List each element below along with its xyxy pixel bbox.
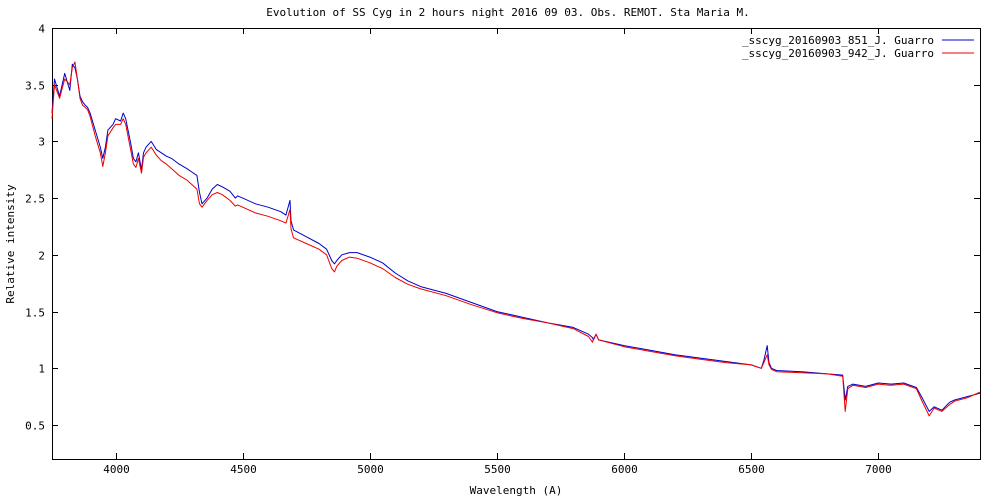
legend-label-2: _sscyg_20160903_942_J. Guarro [742, 47, 934, 60]
y-tick-label: 1 [38, 363, 45, 376]
x-tick-label: 6000 [611, 463, 638, 476]
y-tick-label: 4 [38, 23, 45, 36]
y-tick-label: 3 [38, 136, 45, 149]
x-tick-label: 5000 [357, 463, 384, 476]
y-axis-ticks: 0.5 1 1.5 2 2.5 3 3.5 4 [25, 23, 980, 433]
plot-frame [52, 28, 981, 460]
legend-label-1: _sscyg_20160903_851_J. Guarro [742, 34, 934, 47]
y-tick-label: 2 [38, 250, 45, 263]
y-tick-label: 1.5 [25, 307, 45, 320]
series-line-2 [51, 61, 981, 417]
x-axis-label: Wavelength (A) [470, 484, 563, 497]
x-tick-label: 6500 [738, 463, 765, 476]
chart-title: Evolution of SS Cyg in 2 hours night 201… [266, 6, 749, 19]
x-tick-label: 5500 [484, 463, 511, 476]
y-axis-label: Relative intensity [4, 184, 17, 304]
y-tick-label: 3.5 [25, 80, 45, 93]
x-tick-label: 4000 [103, 463, 130, 476]
x-tick-label: 4500 [230, 463, 257, 476]
legend: _sscyg_20160903_851_J. Guarro_sscyg_2016… [742, 34, 974, 60]
series-layer [51, 61, 981, 417]
x-tick-label: 7000 [865, 463, 892, 476]
series-line-1 [51, 63, 981, 412]
x-axis-ticks: 4000 4500 5000 5500 6000 6500 7000 [103, 28, 892, 476]
y-tick-label: 2.5 [25, 193, 45, 206]
y-tick-label: 0.5 [25, 420, 45, 433]
